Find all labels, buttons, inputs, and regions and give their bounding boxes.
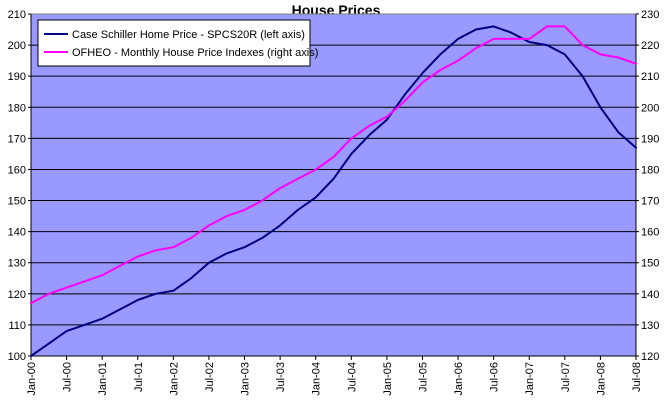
y-left-tick-label: 190	[8, 71, 26, 83]
y-left-tick-label: 110	[8, 320, 26, 332]
y-right-tick-label: 150	[641, 258, 659, 270]
x-tick-label: Jul-03	[275, 362, 287, 392]
y-left-tick-label: 160	[8, 164, 26, 176]
x-tick-label: Jul-04	[346, 362, 358, 392]
y-left-tick-label: 150	[8, 196, 26, 208]
legend-label-2: OFHEO - Monthly House Price Indexes (rig…	[72, 47, 318, 59]
y-left-tick-label: 100	[8, 351, 26, 363]
x-tick-label: Jan-02	[168, 362, 180, 396]
y-right-tick-label: 180	[641, 164, 659, 176]
legend: Case Schiller Home Price - SPCS20R (left…	[37, 19, 318, 67]
x-tick-label: Jan-00	[26, 362, 38, 396]
y-right-tick-label: 140	[641, 289, 659, 301]
x-tick-label: Jul-07	[560, 362, 572, 392]
y-left-tick-label: 140	[8, 227, 26, 239]
gridlines	[31, 44, 636, 326]
series-lines	[30, 25, 637, 357]
y-right-tick-label: 200	[641, 102, 659, 114]
x-tick-label: Jan-05	[382, 362, 394, 396]
series-line-1	[30, 25, 637, 357]
x-tick-label: Jul-05	[417, 362, 429, 392]
y-right-tick-label: 190	[641, 133, 659, 145]
y-left-tick-label: 120	[8, 289, 26, 301]
x-tick-label: Jul-06	[489, 362, 501, 392]
y-right-tick-label: 210	[641, 71, 659, 83]
x-tick-label: Jan-07	[524, 362, 536, 396]
y-right-tick-label: 170	[641, 196, 659, 208]
x-tick-label: Jan-01	[97, 362, 109, 396]
axes: 100 110 120 130 140 150 160 170 180 190 200 210 120 1…	[8, 9, 660, 396]
y-left-tick-label: 130	[8, 258, 26, 270]
x-tick-label: Jul-08	[631, 362, 643, 392]
y-right-tick-label: 130	[641, 320, 659, 332]
legend-box	[37, 19, 311, 67]
legend-label-1: Case Schiller Home Price - SPCS20R (left…	[72, 29, 305, 41]
y-right-tick-label: 220	[641, 40, 659, 52]
x-tick-label: Jul-00	[62, 362, 74, 392]
y-right-tick-label: 120	[641, 351, 659, 363]
x-tick-label: Jan-03	[240, 362, 252, 396]
y-left-tick-label: 170	[8, 133, 26, 145]
y-right-tick-label: 160	[641, 227, 659, 239]
y-right-tick-label: 230	[641, 9, 659, 21]
x-tick-label: Jan-08	[595, 362, 607, 396]
x-tick-label: Jul-02	[204, 362, 216, 392]
y-left-tick-label: 210	[8, 9, 26, 21]
y-left-tick-label: 180	[8, 102, 26, 114]
y-left-tick-label: 200	[8, 40, 26, 52]
series-line-2	[30, 25, 637, 305]
x-tick-label: Jan-04	[311, 362, 323, 396]
x-tick-label: Jul-01	[133, 362, 145, 392]
x-tick-label: Jan-06	[453, 362, 465, 396]
